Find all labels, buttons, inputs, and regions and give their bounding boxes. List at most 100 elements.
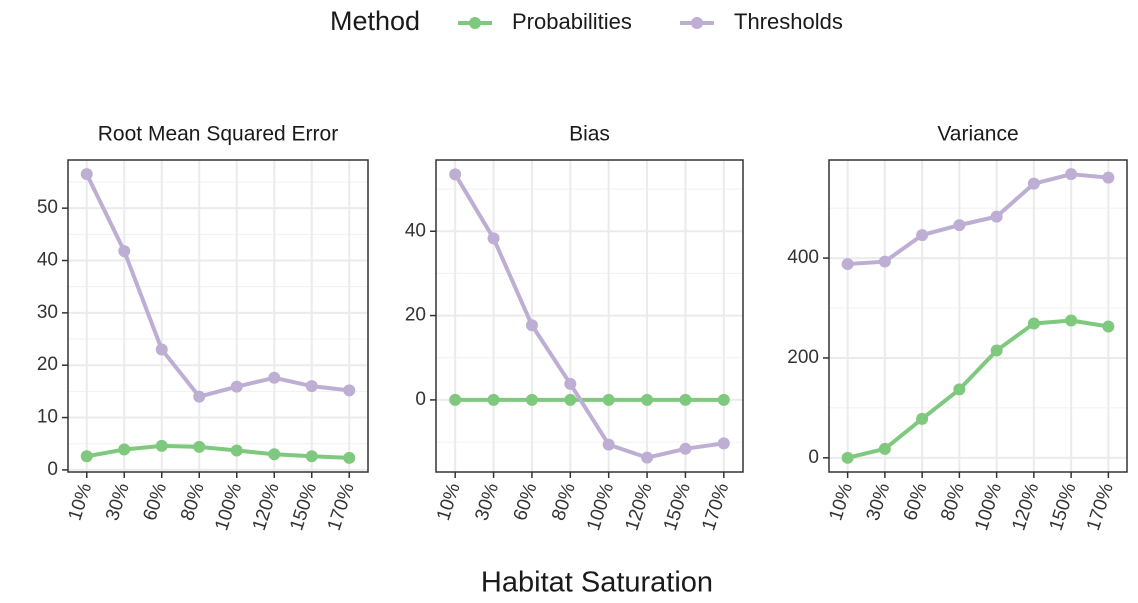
point <box>1102 171 1115 184</box>
x-tick-label: 150% <box>660 481 695 534</box>
point <box>268 448 281 461</box>
panel-border <box>435 159 744 473</box>
x-tick-label: 120% <box>1008 481 1043 534</box>
y-tick-label: 50 <box>37 197 58 218</box>
point <box>193 390 206 403</box>
y-tick-label: 0 <box>415 389 426 410</box>
point <box>80 450 93 463</box>
legend-marker <box>469 17 481 29</box>
series-line <box>84 173 350 399</box>
legend-label: Thresholds <box>734 9 843 34</box>
x-tick-label: 60% <box>140 481 172 524</box>
point <box>878 255 891 268</box>
point <box>641 393 654 406</box>
x-tick-label: 30% <box>863 481 895 524</box>
point <box>841 258 854 271</box>
x-tick-label: 60% <box>900 481 932 524</box>
point <box>1065 314 1078 327</box>
point <box>564 377 577 390</box>
panel-title: Variance <box>937 123 1018 146</box>
x-tick-label: 100% <box>583 481 618 534</box>
x-tick-label: 170% <box>324 481 359 534</box>
point <box>878 442 891 455</box>
point <box>990 344 1003 357</box>
y-tick-label: 0 <box>808 447 819 468</box>
point <box>487 393 500 406</box>
point <box>916 229 929 242</box>
point <box>305 380 318 393</box>
point <box>343 384 356 397</box>
x-tick-label: 170% <box>1083 481 1118 534</box>
point <box>953 219 966 232</box>
x-tick-label: 80% <box>937 481 969 524</box>
x-tick-label: 10% <box>433 481 465 524</box>
point <box>230 380 243 393</box>
point <box>679 442 692 455</box>
legend-title: Method <box>330 6 420 36</box>
y-tick-label: 10 <box>37 407 58 428</box>
panel-border <box>828 159 1128 473</box>
x-tick-label: 170% <box>698 481 733 534</box>
series-line <box>453 173 725 460</box>
point <box>525 393 538 406</box>
panel-title: Root Mean Squared Error <box>98 123 338 146</box>
point <box>602 393 615 406</box>
point <box>155 343 168 356</box>
x-tick-label: 150% <box>286 481 321 534</box>
x-tick-label: 80% <box>548 481 580 524</box>
panel-title: Bias <box>569 123 610 146</box>
point <box>679 393 692 406</box>
point <box>449 168 462 181</box>
point <box>80 168 93 181</box>
point <box>953 383 966 396</box>
point <box>487 232 500 245</box>
x-tick-label: 10% <box>825 481 857 524</box>
point <box>449 393 462 406</box>
y-tick-label: 40 <box>405 220 426 241</box>
y-tick-label: 20 <box>37 354 58 375</box>
point <box>602 438 615 451</box>
point <box>1102 320 1115 333</box>
x-tick-label: 120% <box>622 481 657 534</box>
y-tick-label: 30 <box>37 302 58 323</box>
series-line <box>86 443 350 460</box>
point <box>990 210 1003 223</box>
x-tick-label: 80% <box>177 481 209 524</box>
point <box>118 245 131 258</box>
point <box>525 319 538 332</box>
point <box>155 439 168 452</box>
point <box>717 393 730 406</box>
x-tick-label: 30% <box>102 481 134 524</box>
y-tick-label: 0 <box>47 459 58 480</box>
legend-marker <box>691 17 703 29</box>
legend-label: Probabilities <box>512 9 632 34</box>
x-tick-label: 30% <box>471 481 503 524</box>
point <box>1027 317 1040 330</box>
point <box>230 444 243 457</box>
point <box>841 451 854 464</box>
y-tick-label: 400 <box>787 247 819 268</box>
panel-border <box>67 159 369 473</box>
point <box>343 451 356 464</box>
x-tick-label: 150% <box>1046 481 1081 534</box>
point <box>717 437 730 450</box>
x-tick-label: 100% <box>971 481 1006 534</box>
y-tick-label: 40 <box>37 250 58 271</box>
x-axis-label: Habitat Saturation <box>481 567 713 599</box>
point <box>268 371 281 384</box>
point <box>305 450 318 463</box>
point <box>1027 177 1040 190</box>
point <box>916 412 929 425</box>
x-tick-label: 10% <box>65 481 97 524</box>
y-tick-label: 20 <box>405 305 426 326</box>
x-tick-label: 120% <box>249 481 284 534</box>
series-line <box>847 318 1109 460</box>
point <box>641 451 654 464</box>
y-tick-label: 200 <box>787 347 819 368</box>
point <box>1065 168 1078 181</box>
point <box>193 440 206 453</box>
series-line <box>847 172 1109 267</box>
point <box>118 443 131 456</box>
x-tick-label: 60% <box>510 481 542 524</box>
